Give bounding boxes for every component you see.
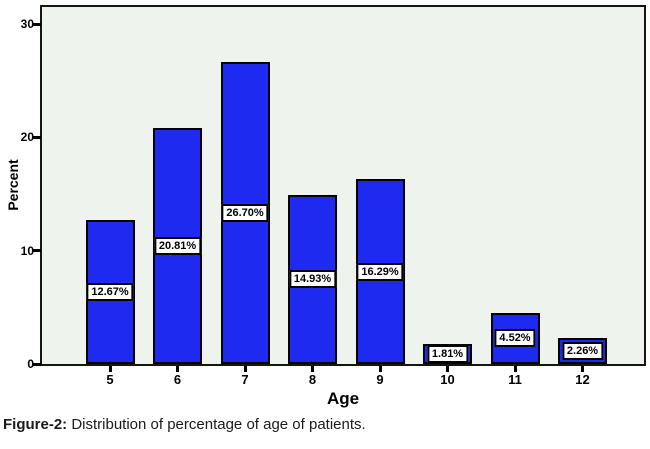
y-tick-mark	[33, 22, 41, 26]
x-tick-mark	[243, 366, 247, 372]
y-tick-label: 30	[20, 17, 34, 32]
x-tick-label: 6	[173, 372, 182, 387]
x-tick-label: 8	[308, 372, 317, 387]
x-tick-label: 12	[575, 372, 590, 387]
x-tick-mark	[108, 366, 112, 372]
x-tick-label: 11	[508, 372, 522, 387]
figure-caption-text: Distribution of percentage of age of pat…	[67, 416, 366, 433]
y-tick-label: 10	[20, 243, 34, 258]
y-tick-label: 0	[27, 357, 34, 371]
y-tick-mark	[33, 362, 41, 366]
x-tick-label: 7	[241, 372, 249, 387]
x-tick-mark	[513, 366, 517, 372]
figure-caption: Figure-2: Distribution of percentage of …	[3, 416, 643, 433]
x-tick-label: 5	[106, 372, 114, 387]
bar-value-label: 12.67%	[86, 283, 134, 302]
bar-value-label: 2.26%	[561, 342, 604, 361]
x-tick-label: 10	[440, 372, 455, 387]
bar-value-label: 16.29%	[356, 262, 404, 281]
x-tick-mark	[446, 366, 449, 372]
x-axis-title: Age	[326, 389, 360, 408]
x-tick-mark	[378, 366, 382, 372]
bar-value-label: 1.81%	[426, 344, 469, 363]
x-tick-mark	[311, 366, 314, 372]
x-tick-label: 9	[376, 372, 384, 387]
bar-value-label: 26.70%	[221, 203, 269, 222]
bar-value-label: 4.52%	[494, 329, 536, 348]
bar-value-label: 14.93%	[288, 270, 337, 289]
y-tick-mark	[33, 249, 41, 253]
x-tick-mark	[176, 366, 179, 372]
y-tick-label: 20	[20, 130, 34, 145]
y-tick-mark	[33, 135, 41, 139]
plot-area: 12.67% 20.81% 26.70% 14.93% 16.29% 1.81% 4.52%…	[40, 5, 646, 366]
x-tick-mark	[581, 366, 584, 372]
bar-value-label: 20.81%	[153, 237, 202, 256]
figure-caption-prefix: Figure-2:	[3, 416, 68, 433]
y-axis-title: Percent	[5, 159, 21, 211]
